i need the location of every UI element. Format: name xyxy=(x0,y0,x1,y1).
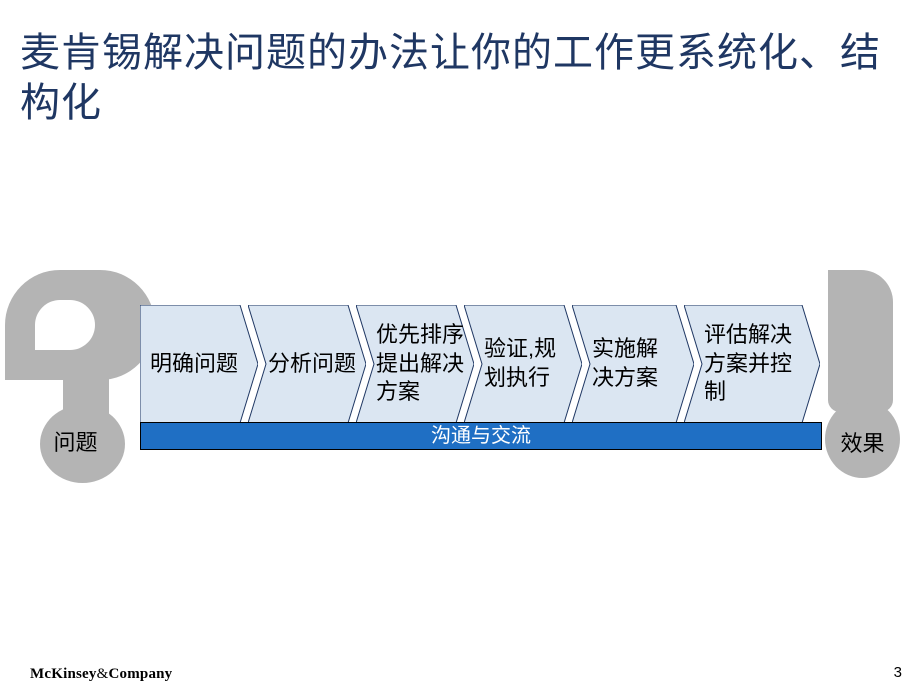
process-step-2: 分析问题 xyxy=(248,305,366,423)
process-step-label: 评估解决方案并控制 xyxy=(684,321,802,407)
process-step-label: 优先排序提出解决方案 xyxy=(356,321,474,407)
process-step-label: 验证,规划执行 xyxy=(464,335,566,392)
process-step-4: 验证,规划执行 xyxy=(464,305,582,423)
process-band: 明确问题分析问题优先排序提出解决方案验证,规划执行实施解决方案评估解决方案并控制 xyxy=(140,305,820,423)
communication-bar: 沟通与交流 xyxy=(140,422,822,450)
process-step-label: 分析问题 xyxy=(248,350,366,379)
process-step-label: 明确问题 xyxy=(140,350,248,379)
process-step-5: 实施解决方案 xyxy=(572,305,694,423)
right-shape-label: 效果 xyxy=(820,426,905,458)
mckinsey-logo: McKinsey&Company xyxy=(30,666,172,683)
process-step-label: 实施解决方案 xyxy=(572,335,668,392)
page-number: 3 xyxy=(894,664,902,681)
process-step-3: 优先排序提出解决方案 xyxy=(356,305,474,423)
slide-title: 麦肯锡解决问题的办法让你的工作更系统化、结构化 xyxy=(20,28,900,128)
process-step-6: 评估解决方案并控制 xyxy=(684,305,820,423)
logo-part-1: McKinsey xyxy=(30,666,97,682)
left-shape-label: 问题 xyxy=(8,425,143,457)
logo-part-2: Company xyxy=(108,666,172,682)
process-step-1: 明确问题 xyxy=(140,305,258,423)
logo-ampersand: & xyxy=(97,666,109,682)
